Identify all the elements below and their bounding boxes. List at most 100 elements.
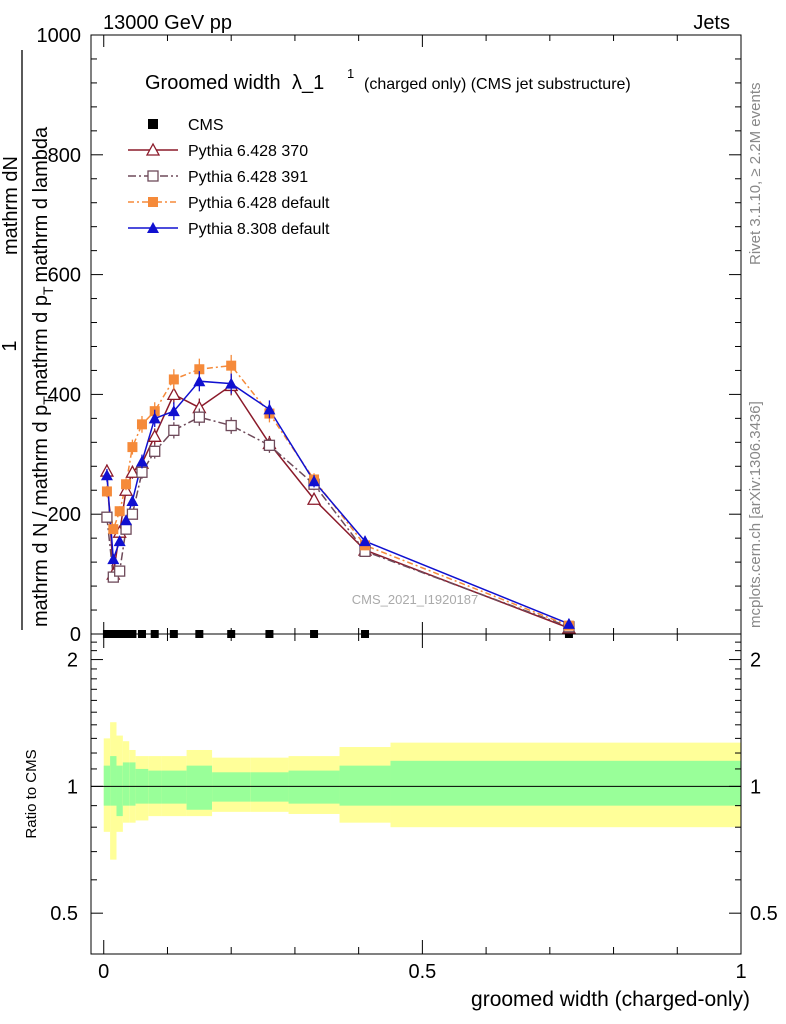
ratio-inner-band	[212, 772, 251, 802]
series-4-point	[263, 403, 276, 415]
ratio-panel: 0.5 0.5 1 1 2 2 0 0.5 1 Ratio to CMS groomed wid…	[23, 633, 778, 1011]
main-title: Groomed width λ_1 1 (charged only) (CMS …	[145, 66, 631, 94]
ytick-label: 200	[48, 504, 81, 526]
title-superscript: 1	[347, 66, 354, 81]
ratio-inner-band	[339, 765, 391, 806]
title-text: Groomed width	[145, 72, 281, 94]
mcplots-label: mcplots.cern.ch [arXiv:1306.3436]	[747, 401, 764, 628]
series-4-point	[148, 412, 161, 424]
ytick-label: 0	[70, 624, 81, 646]
series-2-point	[107, 571, 119, 583]
series-4-point	[120, 514, 133, 526]
ratio-ytick-label-left: 0.5	[50, 903, 78, 925]
ratio-bands	[103, 722, 741, 860]
series-line-2	[106, 416, 570, 628]
title-suffix: (charged only) (CMS jet substructure)	[364, 76, 631, 93]
ratio-axis-ticks: 0.5 0.5 1 1 2 2 0 0.5 1	[50, 634, 778, 983]
ratio-ylabel: Ratio to CMS	[23, 749, 40, 838]
xtick-label: 0	[98, 961, 109, 983]
series-1-point	[125, 464, 140, 478]
series-2-point	[120, 523, 132, 535]
series-1-point	[306, 491, 322, 505]
ratio-inner-band	[288, 770, 340, 804]
series-3-point	[194, 364, 205, 375]
ytick-label: 1000	[37, 25, 82, 47]
ytick-label: 800	[48, 145, 81, 167]
ratio-inner-band	[186, 765, 213, 810]
legend-marker-0	[148, 119, 158, 129]
series-2-point	[168, 424, 180, 436]
ratio-ytick-label-left: 2	[67, 650, 78, 672]
series-line-4	[106, 380, 570, 625]
series-3-point	[114, 506, 125, 517]
main-series-markers	[99, 354, 577, 638]
series-2-point	[126, 508, 139, 520]
ratio-inner-band	[161, 770, 187, 804]
ratio-ytick-label-right: 2	[750, 650, 761, 672]
series-4-point	[113, 535, 126, 547]
legend-label-0: CMS	[188, 117, 224, 134]
series-4-point	[562, 617, 575, 629]
series-1-point	[166, 387, 181, 401]
legend: CMS Pythia 6.428 370 Pythia 6.428 391 Pythi…	[128, 117, 330, 238]
series-2-point	[193, 411, 205, 423]
legend-label-1: Pythia 6.428 370	[188, 143, 308, 160]
series-4-point	[167, 405, 180, 417]
series-3-point	[226, 360, 237, 371]
series-line-1	[106, 384, 570, 629]
watermark: CMS_2021_I1920187	[352, 592, 479, 607]
series-2-point	[136, 466, 148, 478]
main-ylabel: 1 mathrm dN mathrm d N / mathrm d pTmath…	[0, 50, 56, 630]
ytick-label: 400	[48, 384, 81, 406]
series-2-point	[114, 565, 126, 577]
ytick-label: 600	[48, 265, 81, 287]
series-2-point	[225, 419, 237, 432]
series-4-point	[225, 377, 238, 389]
header-right: Jets	[693, 12, 730, 34]
series-3-point	[136, 419, 147, 430]
ratio-inner-band	[250, 772, 289, 802]
legend-label-2: Pythia 6.428 391	[188, 169, 308, 186]
legend-label-3: Pythia 6.428 default	[188, 195, 330, 212]
series-3-point	[127, 442, 138, 453]
ratio-inner-band	[110, 756, 117, 806]
series-2-point	[263, 439, 276, 451]
legend-marker-1	[145, 142, 161, 156]
main-panel: 0 200 400 600 800 1000 CMS_2021_I1920187 Groo…	[37, 25, 742, 646]
series-4-point	[126, 495, 139, 507]
ratio-inner-band	[116, 765, 123, 817]
series-3-point	[101, 486, 112, 497]
legend-marker-3	[148, 197, 158, 207]
main-axis-ticks: 0 200 400 600 800 1000	[37, 25, 742, 646]
ratio-inner-band	[390, 760, 741, 806]
ylabel-prefix: 1	[0, 340, 21, 351]
legend-marker-2	[147, 170, 159, 182]
ratio-inner-band	[122, 762, 130, 806]
series-1-point	[147, 428, 162, 442]
series-4-point	[359, 535, 372, 547]
series-3-point	[108, 524, 119, 535]
ratio-inner-band	[129, 762, 136, 806]
series-3-point	[121, 479, 132, 490]
series-4-point	[107, 553, 120, 565]
ylabel-numerator: mathrm dN	[0, 156, 22, 255]
series-2-point	[101, 511, 113, 523]
xtick-label: 0.5	[408, 961, 436, 983]
header-left: 13000 GeV pp	[103, 12, 232, 34]
ratio-ytick-label-right: 1	[750, 776, 761, 798]
xtick-label: 1	[735, 961, 746, 983]
ratio-ytick-label-right: 0.5	[750, 903, 778, 925]
ylabel-denominator: mathrm d N / mathrm d pTmathrm d pTmathr…	[30, 126, 56, 627]
series-4-point	[135, 455, 148, 467]
series-3-point	[168, 374, 179, 385]
series-4-point	[100, 469, 113, 481]
ratio-inner-band	[148, 770, 162, 804]
legend-label-4: Pythia 8.308 default	[188, 221, 330, 238]
title-symbol: λ_1	[292, 72, 324, 94]
series-4-point	[308, 475, 321, 487]
legend-marker-4	[147, 222, 159, 233]
main-series-lines	[106, 364, 570, 629]
series-line-3	[106, 364, 570, 627]
rivet-label: Rivet 3.1.10, ≥ 2.2M events	[747, 83, 764, 266]
